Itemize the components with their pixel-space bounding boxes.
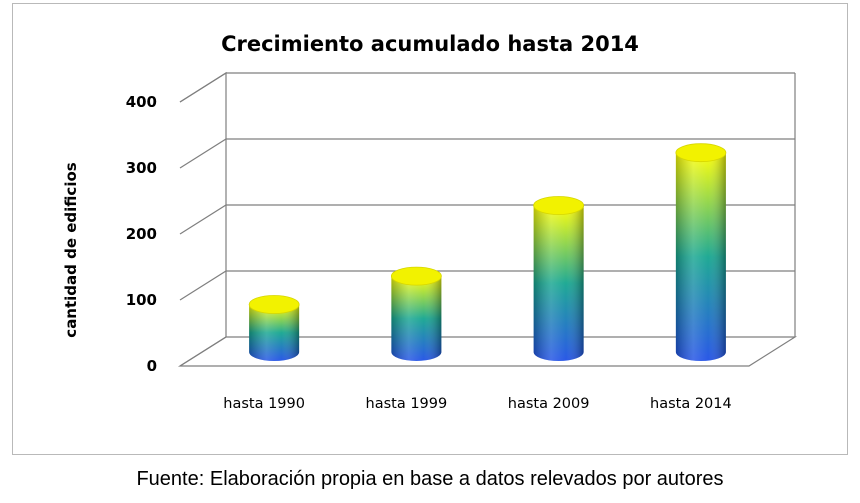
y-tick-label: 100 (126, 291, 157, 309)
y-axis-label: cantidad de edificios (62, 162, 80, 337)
figure-caption: Fuente: Elaboración propia en base a dat… (136, 468, 724, 490)
bar (390, 266, 442, 361)
x-axis-labels: hasta 1990 hasta 1999 hasta 2009 hasta 2014 (223, 396, 731, 412)
bar-shading (249, 304, 300, 361)
x-category-label: hasta 2009 (508, 396, 590, 412)
bar-shading (391, 276, 442, 361)
y-tick-label: 300 (126, 159, 157, 177)
bar (675, 143, 727, 361)
gridline (179, 270, 795, 301)
bar-top (675, 143, 727, 163)
bar (248, 295, 300, 361)
gridline (179, 138, 795, 169)
bar-top (390, 266, 442, 286)
y-axis-ticks: 0 100 200 300 400 (126, 93, 157, 375)
bar-top (533, 196, 585, 215)
bar-top (248, 295, 300, 314)
bar-chart: Crecimiento acumulado hasta 2014 0 100 200… (62, 32, 798, 412)
y-tick-label: 200 (126, 225, 157, 243)
x-category-label: hasta 1990 (223, 396, 305, 412)
x-category-label: hasta 1999 (366, 396, 448, 412)
gridline (179, 204, 795, 235)
x-category-label: hasta 2014 (650, 396, 732, 412)
y-tick-label: 0 (147, 357, 157, 375)
y-tick-label: 400 (126, 93, 157, 111)
bar (533, 196, 585, 361)
bar-shading (675, 152, 726, 361)
gridlines (179, 72, 795, 301)
chart-title: Crecimiento acumulado hasta 2014 (221, 32, 639, 56)
bar-shading (533, 205, 584, 361)
gridline (179, 72, 795, 103)
bars (248, 143, 727, 361)
